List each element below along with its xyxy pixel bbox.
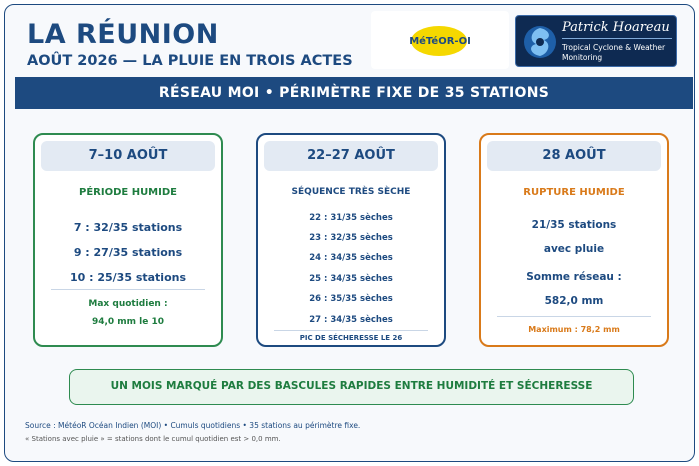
card-title: 22–27 AOÛT [264, 141, 438, 171]
card-row: 9 : 27/35 stations [73, 246, 183, 259]
card-row: 7 : 32/35 stations [73, 221, 183, 234]
sun-icon [411, 26, 467, 56]
network-banner: RÉSEAU MOI • PÉRIMÈTRE FIXE DE 35 STATIO… [15, 77, 693, 109]
card-divider [51, 289, 205, 290]
card-row: 10 : 25/35 stations [69, 271, 187, 284]
card-divider [497, 316, 651, 317]
meteor-oi-logo: MéTéOR-OI [371, 11, 509, 69]
card-stations-caption: avec pluie [543, 243, 605, 255]
card-period-label: PÉRIODE HUMIDE [79, 187, 177, 198]
patrick-hoareau-logo: Patrick Hoareau Tropical Cyclone & Weath… [515, 15, 677, 67]
card-max-value: 94,0 mm le 10 [91, 317, 165, 327]
meteor-oi-logo-text: MéTéOR-OI [409, 36, 471, 47]
card-row: 23 : 32/35 sèches [309, 233, 393, 243]
card-title: 7–10 AOÛT [41, 141, 215, 171]
source-note: Source : MétéoR Océan Indien (MOI) • Cum… [25, 421, 361, 430]
definition-note: « Stations avec pluie » = stations dont … [25, 435, 281, 443]
logo-name: Patrick Hoareau [562, 20, 670, 35]
card-row: 26 : 35/35 sèches [309, 294, 393, 304]
card-dry-sequence: 22–27 AOÛT SÉQUENCE TRÈS SÈCHE 22 : 31/3… [256, 133, 446, 347]
card-row: 24 : 34/35 sèches [309, 253, 393, 263]
card-humid-period: 7–10 AOÛT PÉRIODE HUMIDE 7 : 32/35 stati… [33, 133, 223, 347]
summary-banner: UN MOIS MARQUÉ PAR DES BASCULES RAPIDES … [69, 369, 634, 405]
card-title: 28 AOÛT [487, 141, 661, 171]
infographic-frame: LA RÉUNION AOÛT 2026 — LA PLUIE EN TROIS… [4, 4, 695, 462]
card-peak-label: PIC DE SÉCHERESSE LE 26 [299, 334, 403, 342]
logo-tagline: Tropical Cyclone & Weather Monitoring [562, 43, 666, 62]
card-max-label: Max quotidien : [88, 299, 168, 309]
logo-divider [562, 38, 672, 39]
card-divider [274, 330, 428, 331]
page-subtitle: AOÛT 2026 — LA PLUIE EN TROIS ACTES [27, 53, 353, 69]
card-row: 22 : 31/35 sèches [309, 213, 393, 223]
card-max-value: Maximum : 78,2 mm [528, 325, 620, 334]
card-sum-label: Somme réseau : [526, 271, 622, 283]
card-sum-value: 582,0 mm [544, 295, 604, 307]
cyclone-icon [524, 26, 556, 58]
card-humid-rupture: 28 AOÛT RUPTURE HUMIDE 21/35 stations av… [479, 133, 669, 347]
card-row: 25 : 34/35 sèches [309, 274, 393, 284]
card-stations-count: 21/35 stations [531, 219, 617, 231]
page-title: LA RÉUNION [27, 19, 219, 50]
card-period-label: RUPTURE HUMIDE [523, 187, 625, 198]
card-period-label: SÉQUENCE TRÈS SÈCHE [291, 187, 411, 197]
card-row: 27 : 34/35 sèches [309, 315, 393, 325]
